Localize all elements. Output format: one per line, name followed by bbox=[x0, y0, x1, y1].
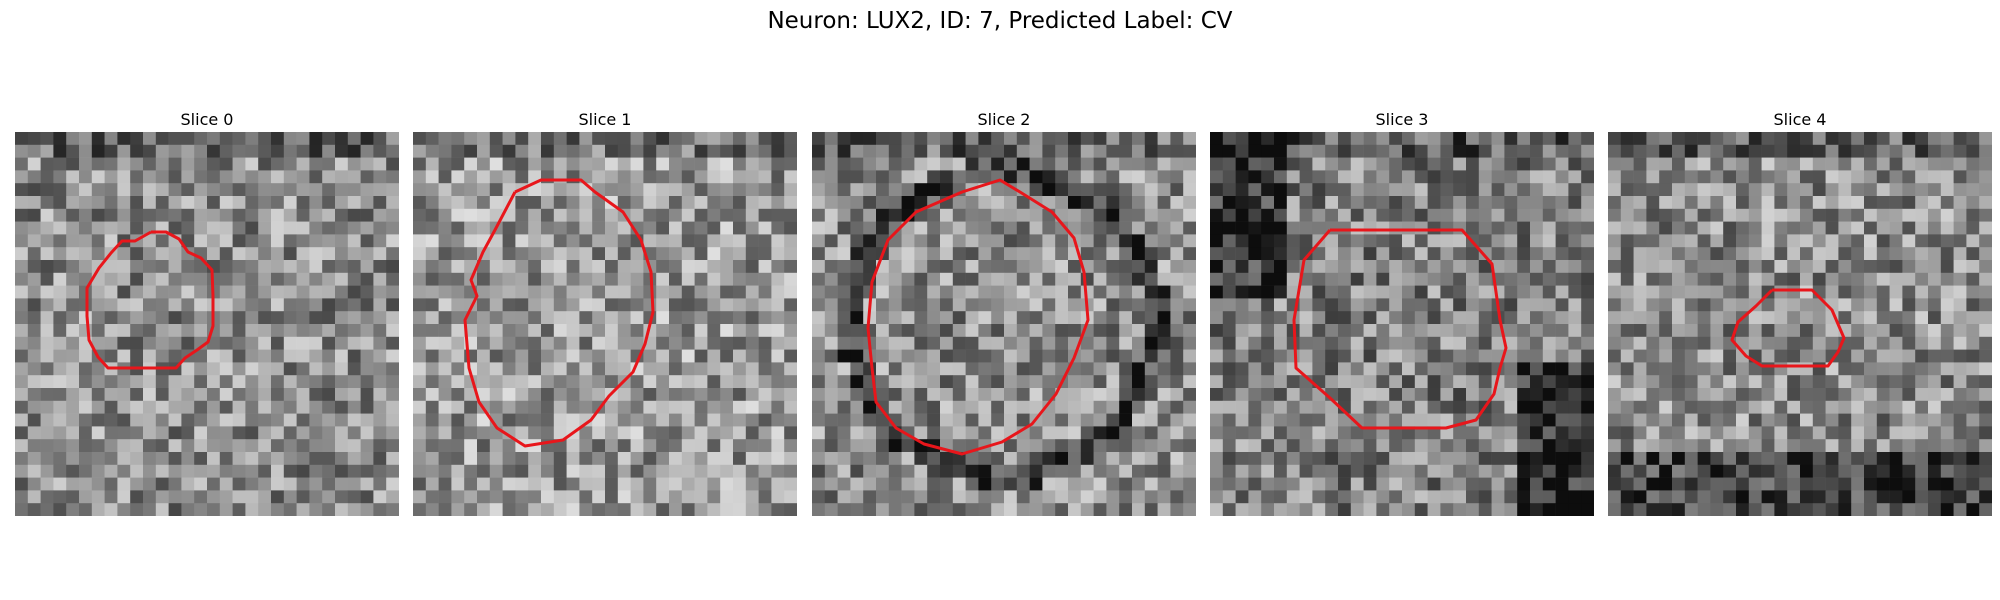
em-slice-image bbox=[413, 132, 797, 516]
slice-panel-3: Slice 3 bbox=[1210, 108, 1594, 516]
slice-panel-4: Slice 4 bbox=[1608, 108, 1992, 516]
em-slice-image bbox=[15, 132, 399, 516]
slice-title: Slice 3 bbox=[1375, 110, 1429, 129]
em-slice-image bbox=[1608, 132, 1992, 516]
segmentation-contour bbox=[463, 178, 655, 448]
slice-title: Slice 4 bbox=[1773, 110, 1827, 129]
em-slice-image bbox=[812, 132, 1196, 516]
slice-panel-1: Slice 1 bbox=[413, 108, 797, 516]
segmentation-contour bbox=[1292, 228, 1508, 430]
slice-panel-2: Slice 2 bbox=[812, 108, 1196, 516]
segmentation-contour bbox=[1730, 288, 1846, 368]
slice-title: Slice 2 bbox=[977, 110, 1031, 129]
figure-title: Neuron: LUX2, ID: 7, Predicted Label: CV bbox=[767, 8, 1233, 34]
segmentation-contour bbox=[85, 230, 215, 370]
em-slice-image bbox=[1210, 132, 1594, 516]
slice-panel-0: Slice 0 bbox=[15, 108, 399, 516]
segmentation-contour bbox=[866, 178, 1090, 456]
slice-title: Slice 0 bbox=[180, 110, 234, 129]
slice-title: Slice 1 bbox=[578, 110, 632, 129]
